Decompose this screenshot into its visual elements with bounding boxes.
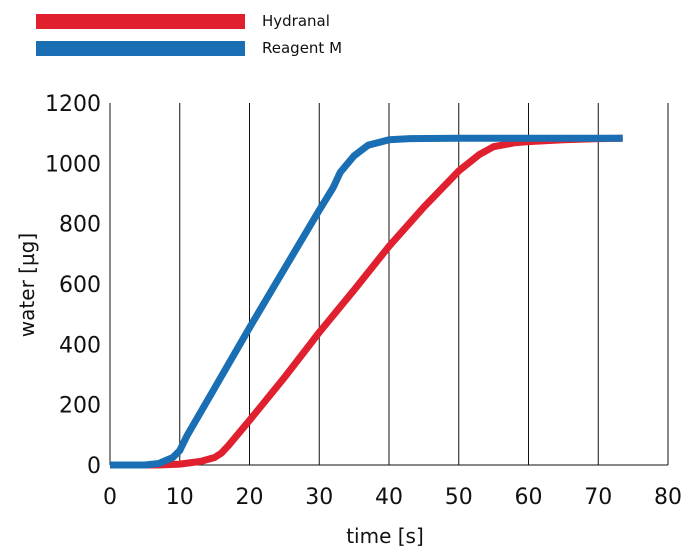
x-tick-labels: 0 10 20 30 40 50 60 70 80 — [103, 485, 682, 510]
axes — [109, 103, 668, 466]
y-tick-label: 1200 — [45, 92, 101, 117]
x-tick-label: 30 — [305, 485, 333, 510]
legend-label-reagent-m: Reagent M — [262, 39, 342, 57]
x-tick-label: 80 — [654, 485, 682, 510]
series-layer — [110, 134, 623, 469]
y-tick-label: 200 — [59, 394, 101, 419]
y-tick-label: 1000 — [45, 152, 101, 177]
y-axis-label: water [µg] — [15, 233, 39, 337]
legend-label-hydranal: Hydranal — [262, 12, 330, 30]
x-tick-label: 10 — [166, 485, 194, 510]
series-line-0 — [110, 134, 623, 469]
y-tick-labels: 0 200 400 600 800 1000 1200 — [45, 92, 101, 479]
x-tick-label: 70 — [584, 485, 612, 510]
y-tick-label: 600 — [59, 273, 101, 298]
legend-swatch-hydranal — [36, 14, 245, 29]
x-tick-label: 20 — [236, 485, 264, 510]
x-tick-label: 0 — [103, 485, 117, 510]
gridlines — [179, 103, 669, 465]
legend: Hydranal Reagent M — [36, 12, 342, 57]
y-tick-label: 400 — [59, 333, 101, 358]
y-tick-label: 800 — [59, 213, 101, 238]
legend-swatch-reagent-m — [36, 41, 245, 56]
x-tick-label: 60 — [515, 485, 543, 510]
x-tick-label: 50 — [445, 485, 473, 510]
series-line-1 — [110, 134, 623, 469]
x-axis-label: time [s] — [346, 524, 424, 548]
y-tick-label: 0 — [87, 454, 101, 479]
x-tick-label: 40 — [375, 485, 403, 510]
